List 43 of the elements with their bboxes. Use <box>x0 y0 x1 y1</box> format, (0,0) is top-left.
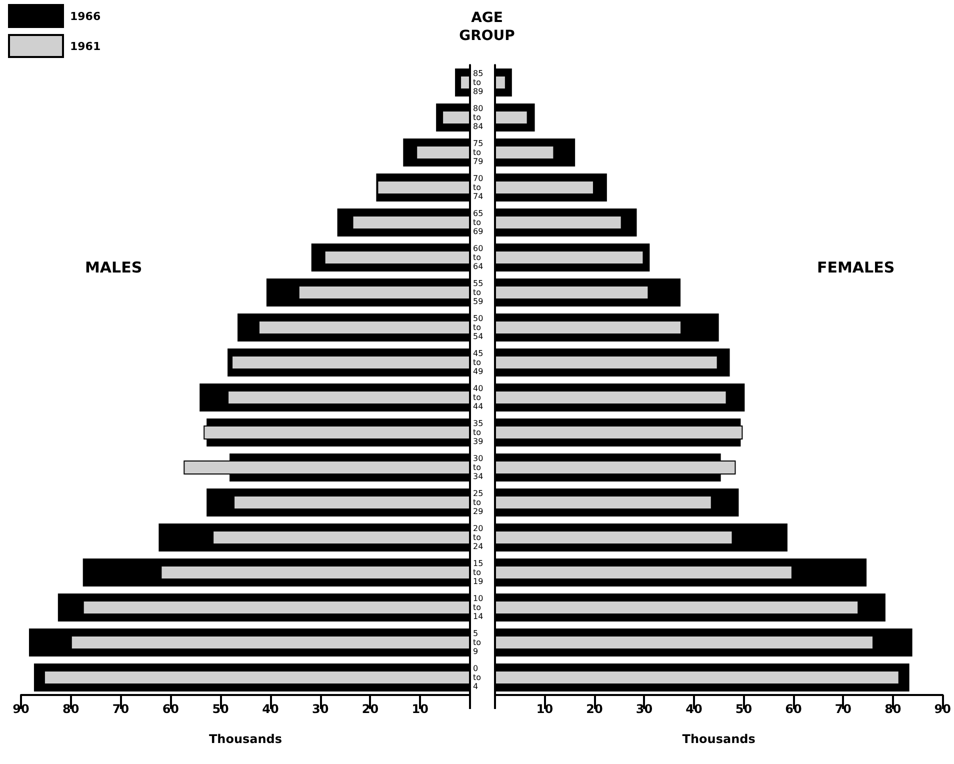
y-tick-label: 60 to 64 <box>473 244 484 271</box>
y-tick-label: 50 to 54 <box>473 314 484 341</box>
x-tick-label: 80 <box>62 702 80 716</box>
x-tick-label: 60 <box>162 702 180 716</box>
y-axis-title: AGE GROUP <box>459 10 515 44</box>
x-tick-label: 30 <box>312 702 329 716</box>
x-tick-label: 30 <box>636 702 653 716</box>
y-tick-label: 75 to 79 <box>473 139 484 166</box>
y-tick-label: 30 to 34 <box>473 454 484 481</box>
y-tick-label: 15 to 19 <box>473 559 484 586</box>
x-axis-title: Thousands <box>208 732 282 746</box>
x-tick-label: 50 <box>212 702 229 716</box>
x-tick-label: 20 <box>362 702 379 716</box>
y-tick-label: 20 to 24 <box>473 524 484 551</box>
y-tick-label: 70 to 74 <box>473 174 484 201</box>
x-tick-label: 90 <box>934 702 951 716</box>
x-tick-label: 10 <box>412 702 428 716</box>
x-tick-label: 80 <box>884 702 902 716</box>
y-tick-label: 0 to 4 <box>473 664 482 691</box>
x-tick-label: 20 <box>586 702 603 716</box>
y-tick-label: 55 to 59 <box>473 279 484 306</box>
x-tick-label: 10 <box>536 702 554 716</box>
x-tick-label: 70 <box>112 702 130 716</box>
text: 1961 <box>70 40 101 52</box>
y-tick-label: 25 to 29 <box>473 489 484 516</box>
y-tick-label: 45 to 49 <box>473 349 484 376</box>
x-tick-label: 60 <box>785 702 802 716</box>
y-tick-label: 40 to 44 <box>473 384 484 411</box>
x-tick-label: 90 <box>12 702 30 716</box>
y-tick-label: 5 to 9 <box>473 629 482 656</box>
text: MALES <box>85 258 142 276</box>
y-tick-label: 65 to 69 <box>473 209 484 236</box>
y-tick-label: 10 to 14 <box>473 594 484 621</box>
x-tick-label: 40 <box>686 702 702 716</box>
x-tick-label: 40 <box>262 702 279 716</box>
text: 1966 <box>70 10 101 22</box>
y-tick-label: 35 to 39 <box>473 419 484 446</box>
y-tick-label: 85 to 89 <box>473 69 484 96</box>
x-axis-title: Thousands <box>682 732 756 746</box>
x-tick-label: 70 <box>834 702 852 716</box>
y-tick-label: 80 to 84 <box>473 104 484 131</box>
text: FEMALES <box>817 258 895 276</box>
x-tick-label: 50 <box>735 702 752 716</box>
